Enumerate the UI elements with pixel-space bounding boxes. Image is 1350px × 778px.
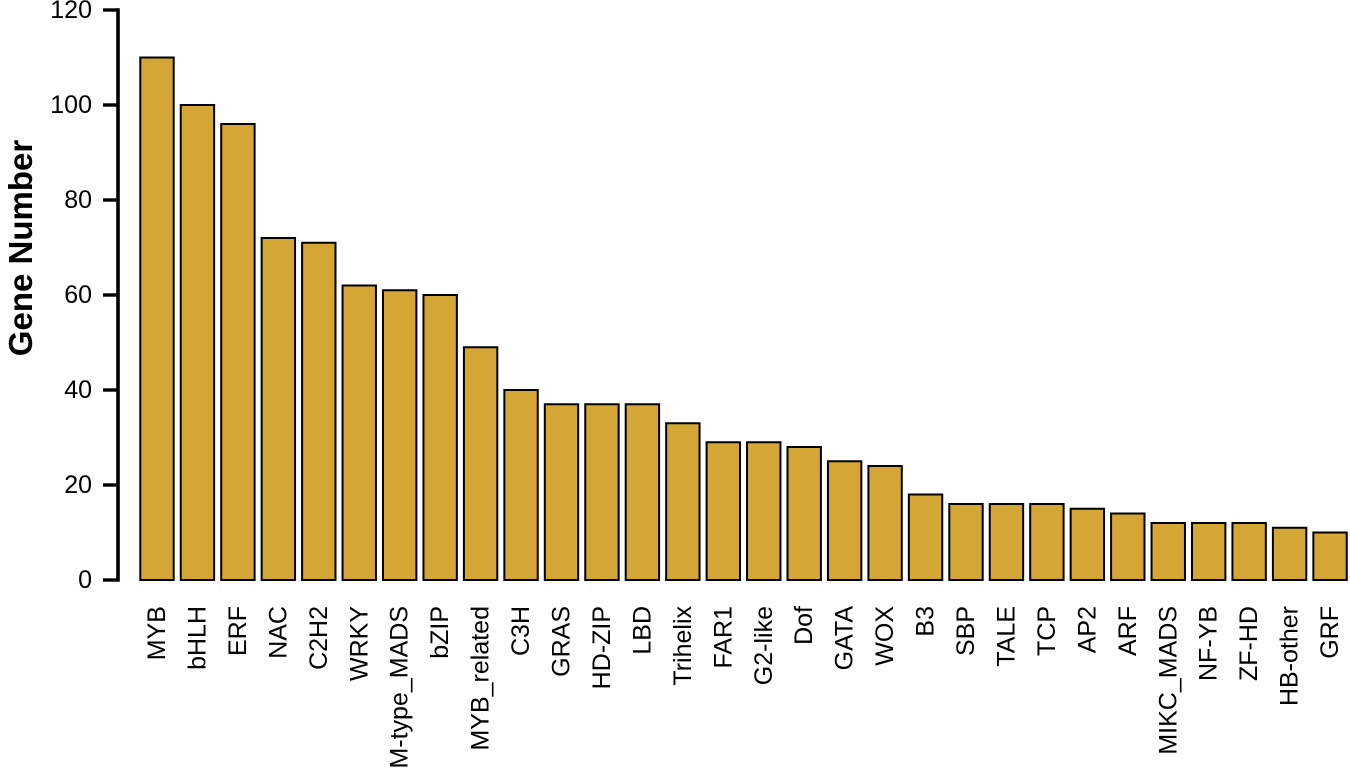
- x-label-ERF: ERF: [224, 606, 252, 656]
- bar-Dof: [786, 446, 822, 581]
- x-label-GRF: GRF: [1316, 606, 1344, 659]
- y-axis: 0 20 40 60 80 100 120: [50, 0, 120, 594]
- bar-HD-ZIP: [584, 403, 620, 581]
- bar-C3H: [503, 389, 539, 581]
- bar-TALE: [988, 503, 1025, 581]
- x-label-MIKC_MADS: MIKC_MADS: [1154, 606, 1182, 755]
- bar-bHLH: [179, 104, 216, 581]
- bar-FAR1: [705, 441, 741, 581]
- x-label-MYB: MYB: [143, 606, 171, 660]
- bar-G2-like: [746, 441, 782, 581]
- x-label-NF-YB: NF-YB: [1195, 606, 1223, 681]
- bar-bZIP: [422, 294, 458, 581]
- x-label-M-type_MADS: M-type_MADS: [386, 606, 414, 769]
- x-label-C2H2: C2H2: [305, 606, 333, 670]
- x-label-bHLH: bHLH: [183, 606, 211, 670]
- x-label-Trihelix: Trihelix: [669, 606, 697, 686]
- bar-AP2: [1069, 507, 1106, 581]
- x-label-TCP: TCP: [1033, 606, 1061, 656]
- x-label-ARF: ARF: [1114, 606, 1142, 656]
- bars: [139, 56, 1348, 581]
- bar-WRKY: [341, 284, 377, 581]
- bar-MIKC_MADS: [1150, 522, 1186, 581]
- x-label-LBD: LBD: [628, 606, 656, 655]
- x-label-HD-ZIP: HD-ZIP: [588, 606, 616, 689]
- bar-NF-YB: [1191, 522, 1227, 581]
- x-label-TALE: TALE: [992, 606, 1020, 667]
- x-label-GATA: GATA: [831, 606, 859, 671]
- x-label-SBP: SBP: [952, 606, 980, 656]
- y-tick-label: 60: [64, 281, 92, 309]
- bar-GRAS: [543, 403, 580, 581]
- bar-C2H2: [301, 241, 337, 581]
- bar-ZF-HD: [1231, 522, 1267, 581]
- bar-NAC: [260, 237, 297, 581]
- y-tick-label: 80: [64, 186, 92, 214]
- bar-TCP: [1029, 503, 1065, 581]
- x-label-Dof: Dof: [790, 606, 818, 645]
- x-label-FAR1: FAR1: [709, 606, 737, 669]
- x-label-WRKY: WRKY: [345, 606, 373, 681]
- x-label-bZIP: bZIP: [426, 606, 454, 659]
- x-label-C3H: C3H: [507, 606, 535, 656]
- y-tick-label: 20: [64, 471, 92, 499]
- bar-GATA: [826, 460, 863, 581]
- bar-ERF: [220, 123, 256, 581]
- bar-WOX: [867, 465, 903, 581]
- bar-Trihelix: [665, 422, 701, 581]
- y-axis-title: Gene Number: [2, 140, 39, 357]
- y-tick-label: 40: [64, 376, 92, 404]
- y-tick-label: 120: [50, 0, 92, 24]
- y-tick-label: 0: [78, 566, 92, 594]
- x-label-NAC: NAC: [264, 606, 292, 659]
- y-tick-label: 100: [50, 91, 92, 119]
- bar-ARF: [1110, 512, 1146, 581]
- bar-MYB_related: [462, 346, 499, 581]
- x-label-B3: B3: [912, 606, 940, 637]
- bar-MYB: [139, 56, 175, 581]
- x-label-MYB_related: MYB_related: [467, 606, 495, 751]
- bar-B3: [907, 493, 944, 581]
- x-label-G2-like: G2-like: [750, 606, 778, 685]
- bar-LBD: [624, 403, 661, 581]
- bar-GRF: [1312, 531, 1348, 581]
- x-label-AP2: AP2: [1073, 606, 1101, 653]
- x-label-WOX: WOX: [871, 606, 899, 666]
- x-label-HB-other: HB-other: [1276, 606, 1304, 706]
- bar-M-type_MADS: [382, 289, 418, 581]
- x-axis-labels: MYB bHLH ERF NAC C2H2 WRKY M-type_MADS bZIP MYB_…: [143, 606, 1344, 769]
- x-label-ZF-HD: ZF-HD: [1235, 606, 1263, 681]
- bar-HB-other: [1271, 526, 1308, 581]
- bar-SBP: [948, 503, 984, 581]
- x-label-GRAS: GRAS: [548, 606, 576, 677]
